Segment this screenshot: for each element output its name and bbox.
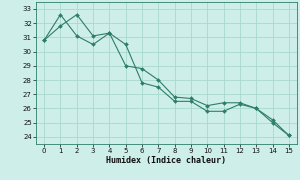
X-axis label: Humidex (Indice chaleur): Humidex (Indice chaleur): [106, 156, 226, 165]
